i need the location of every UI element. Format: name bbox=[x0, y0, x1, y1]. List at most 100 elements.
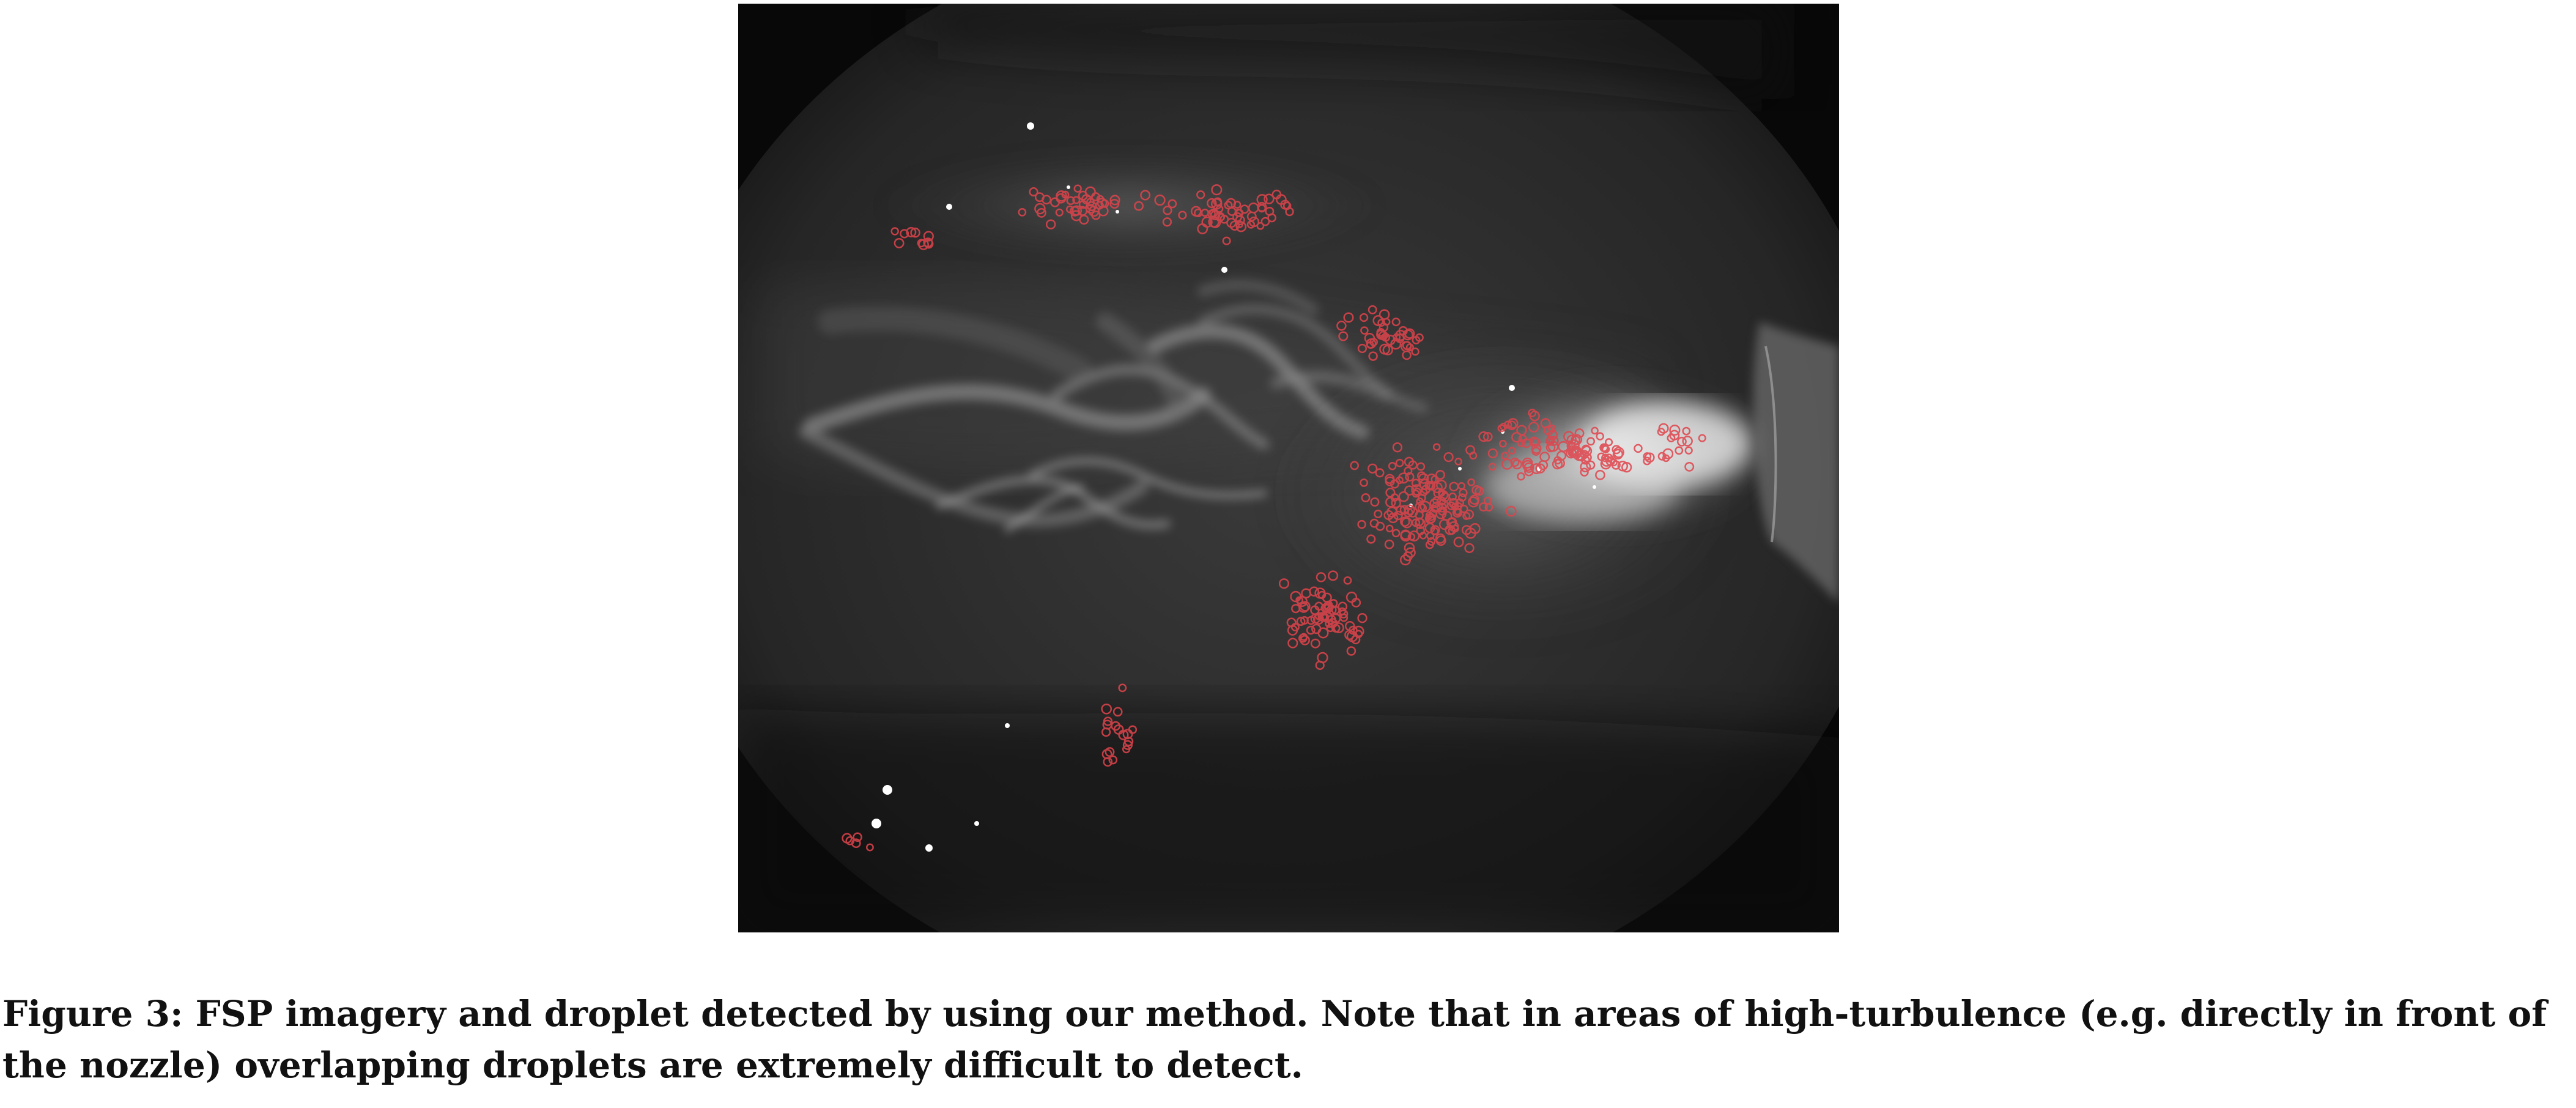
detection-marker bbox=[1676, 436, 1687, 447]
detection-marker bbox=[1018, 208, 1027, 217]
detection-marker bbox=[1118, 729, 1129, 740]
detection-marker bbox=[1508, 447, 1516, 455]
detection-marker bbox=[1066, 196, 1075, 206]
detection-marker bbox=[1682, 426, 1691, 436]
detection-marker bbox=[1430, 505, 1438, 513]
detection-marker bbox=[1621, 462, 1632, 473]
detection-marker bbox=[1134, 201, 1144, 211]
detection-marker bbox=[1359, 313, 1369, 322]
detection-marker bbox=[1611, 460, 1621, 470]
detection-marker bbox=[1103, 716, 1113, 726]
detection-marker bbox=[1360, 478, 1368, 487]
detection-marker bbox=[1400, 516, 1410, 527]
detection-marker bbox=[851, 838, 861, 849]
detection-marker bbox=[1416, 462, 1426, 471]
detection-marker bbox=[853, 832, 862, 842]
detection-marker bbox=[1528, 409, 1537, 417]
detection-marker bbox=[1437, 506, 1448, 516]
figure-caption: Figure 3: FSP imagery and droplet detect… bbox=[2, 993, 2547, 1086]
detection-marker bbox=[1382, 344, 1393, 355]
nozzle bbox=[1753, 322, 1839, 603]
detection-marker bbox=[1109, 198, 1120, 209]
detection-marker bbox=[1036, 207, 1046, 218]
detection-marker bbox=[1424, 513, 1436, 524]
detection-marker bbox=[1388, 461, 1397, 470]
detection-marker bbox=[1487, 448, 1498, 459]
detection-marker bbox=[1256, 194, 1268, 206]
detection-marker bbox=[1310, 638, 1320, 649]
detection-marker bbox=[1464, 543, 1475, 554]
detection-marker bbox=[1471, 485, 1482, 496]
detection-marker bbox=[1591, 426, 1599, 435]
detection-marker bbox=[1684, 446, 1693, 455]
detection-marker bbox=[1336, 321, 1347, 331]
detection-marker bbox=[1331, 623, 1341, 633]
detection-marker bbox=[1461, 525, 1472, 535]
detection-marker bbox=[1401, 517, 1413, 529]
detection-marker bbox=[1436, 480, 1447, 491]
detection-marker bbox=[1529, 411, 1540, 422]
detection-marker bbox=[1499, 423, 1508, 431]
detection-marker bbox=[1056, 193, 1067, 204]
detection-marker bbox=[1264, 193, 1275, 204]
detection-marker bbox=[1162, 217, 1172, 227]
detection-marker bbox=[1201, 209, 1209, 217]
detection-marker bbox=[1657, 428, 1665, 436]
detection-marker bbox=[1426, 473, 1437, 485]
detection-marker bbox=[1077, 206, 1088, 216]
detection-marker bbox=[1217, 213, 1226, 221]
detection-marker bbox=[1507, 420, 1517, 431]
detection-marker bbox=[1316, 572, 1327, 582]
detection-marker bbox=[1357, 613, 1368, 623]
detection-marker bbox=[1215, 205, 1224, 213]
detection-marker bbox=[1669, 429, 1680, 441]
detection-marker bbox=[1484, 503, 1493, 511]
detection-marker bbox=[1290, 623, 1300, 631]
detection-marker bbox=[1229, 220, 1240, 231]
detection-marker bbox=[906, 226, 917, 238]
detection-marker bbox=[1366, 534, 1376, 544]
detection-marker bbox=[1385, 335, 1396, 346]
detection-marker bbox=[1287, 638, 1298, 649]
detection-marker bbox=[1300, 601, 1311, 612]
detection-marker bbox=[1448, 498, 1459, 508]
detection-marker bbox=[1446, 517, 1457, 527]
detection-marker bbox=[1404, 542, 1415, 554]
detection-marker bbox=[1643, 452, 1652, 461]
detection-marker bbox=[1657, 452, 1667, 461]
detection-marker bbox=[1375, 468, 1385, 478]
detection-marker bbox=[1412, 335, 1421, 344]
detection-marker bbox=[1385, 497, 1396, 508]
detection-marker bbox=[1426, 532, 1435, 540]
detection-marker bbox=[1523, 462, 1534, 473]
detection-marker bbox=[1357, 519, 1366, 529]
detection-marker bbox=[1118, 683, 1127, 693]
detection-marker bbox=[890, 227, 899, 236]
detection-marker bbox=[1580, 461, 1591, 473]
detection-marker bbox=[1482, 432, 1493, 442]
detection-marker bbox=[1612, 445, 1621, 455]
detection-marker bbox=[1462, 511, 1471, 520]
detection-marker bbox=[1343, 312, 1354, 323]
detection-marker bbox=[1196, 190, 1205, 199]
detection-marker bbox=[1140, 190, 1151, 201]
detection-marker bbox=[1101, 703, 1112, 715]
detection-marker bbox=[1101, 727, 1111, 737]
detection-marker bbox=[1109, 195, 1120, 206]
detection-marker bbox=[1357, 343, 1368, 354]
detection-marker bbox=[1459, 504, 1468, 513]
detection-marker bbox=[923, 231, 934, 242]
detection-marker bbox=[1675, 446, 1684, 455]
detection-marker bbox=[1468, 496, 1479, 508]
detection-marker bbox=[1276, 194, 1287, 205]
detection-marker bbox=[1300, 635, 1310, 645]
detection-marker bbox=[1207, 198, 1217, 209]
detection-marker bbox=[1581, 455, 1590, 465]
detection-marker bbox=[1430, 525, 1440, 535]
detection-marker bbox=[1163, 206, 1172, 215]
detection-marker bbox=[1232, 212, 1243, 222]
detection-marker bbox=[1211, 184, 1223, 196]
detection-marker bbox=[1309, 586, 1319, 597]
detection-marker bbox=[1566, 441, 1576, 451]
detection-marker bbox=[1345, 592, 1358, 603]
